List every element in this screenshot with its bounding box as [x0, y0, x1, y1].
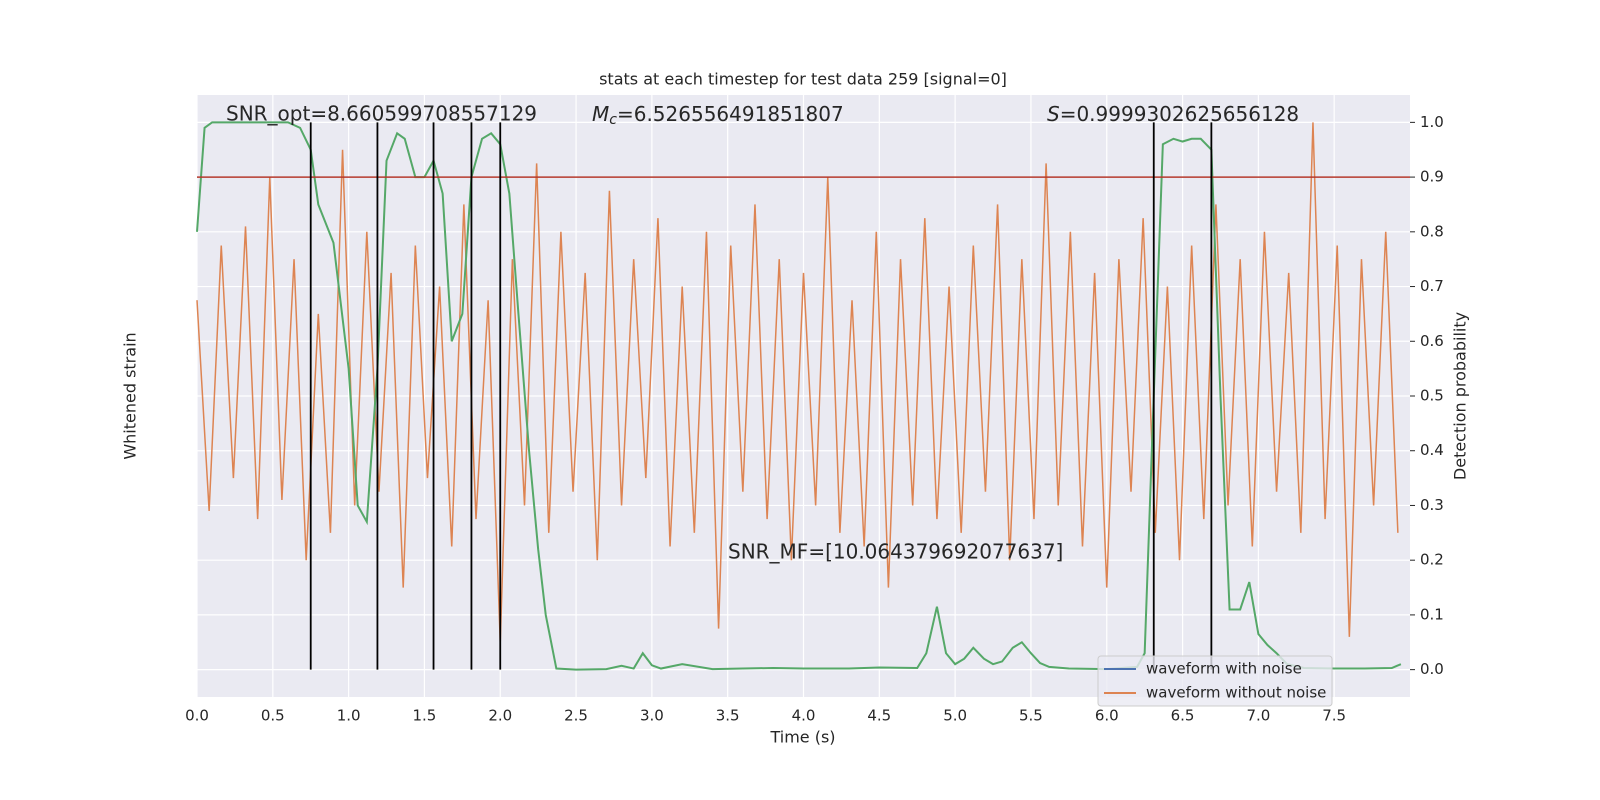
y2-tick-label: 0.9	[1420, 168, 1444, 186]
chart-title: stats at each timestep for test data 259…	[599, 70, 1007, 89]
annotation-part: =0.9999302625656128	[1060, 102, 1299, 126]
x-tick-label: 3.5	[716, 707, 740, 725]
annotation-part: S	[1047, 102, 1060, 126]
y2-tick-label: 0.5	[1420, 387, 1444, 405]
x-axis-label: Time (s)	[769, 728, 835, 747]
annotation: Mc=6.526556491851807	[592, 102, 844, 129]
x-tick-label: 0.0	[185, 707, 209, 725]
legend-label: waveform with noise	[1146, 660, 1302, 678]
legend-label: waveform without noise	[1146, 684, 1326, 702]
annotation: SNR_MF=[10.064379692077637]	[728, 540, 1063, 564]
y2-tick-label: 0.8	[1420, 222, 1444, 240]
x-tick-label: 5.5	[1019, 707, 1043, 725]
y2-tick-label: 0.4	[1420, 441, 1444, 459]
x-tick-label: 4.0	[792, 707, 816, 725]
annotation: SNR_opt=8.660599708557129	[226, 102, 537, 126]
x-tick-label: 5.0	[943, 707, 967, 725]
x-tick-label: 4.5	[867, 707, 891, 725]
x-tick-label: 1.5	[413, 707, 437, 725]
annotation: S=0.9999302625656128	[1047, 102, 1299, 126]
y2-tick-label: 0.6	[1420, 332, 1444, 350]
y2-axis-label: Detection probability	[1451, 312, 1470, 480]
x-tick-label: 3.0	[640, 707, 664, 725]
series-line	[196, 122, 1399, 643]
x-tick-label: 0.5	[261, 707, 285, 725]
annotation-part: =6.526556491851807	[617, 102, 844, 126]
annotation-part: M	[592, 102, 609, 126]
y2-tick-label: 0.2	[1420, 551, 1444, 569]
x-tick-label: 1.0	[337, 707, 361, 725]
x-tick-label: 6.5	[1171, 707, 1195, 725]
x-tick-label: 2.5	[564, 707, 588, 725]
y2-tick-label: 1.0	[1420, 113, 1444, 131]
y2-tick-label: 0.7	[1420, 277, 1444, 295]
y2-tick-label: 0.1	[1420, 605, 1444, 623]
x-tick-label: 2.0	[488, 707, 512, 725]
legend-box	[1097, 655, 1333, 707]
y-axis-label: Whitened strain	[121, 332, 140, 459]
x-tick-label: 7.0	[1246, 707, 1270, 725]
series-line	[196, 121, 1402, 671]
x-tick-label: 7.5	[1322, 707, 1346, 725]
y2-tick-label: 0.3	[1420, 496, 1444, 514]
annotation-part: c	[609, 112, 617, 128]
y2-tick-label: 0.0	[1420, 660, 1444, 678]
x-tick-label: 6.0	[1095, 707, 1119, 725]
